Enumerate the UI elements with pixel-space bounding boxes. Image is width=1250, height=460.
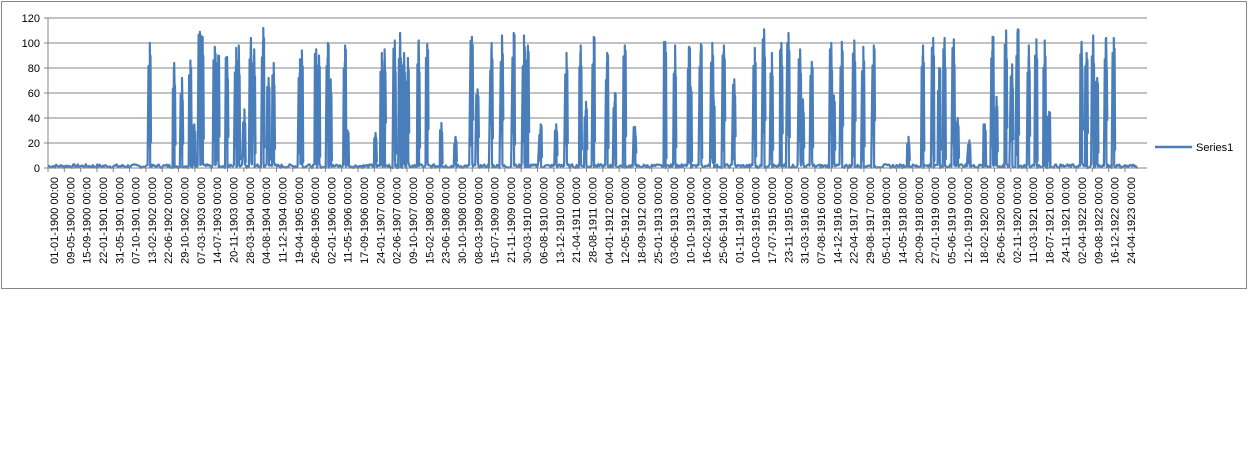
x-tick-label: 11-05-1906 00:00 (343, 177, 355, 263)
x-tick-label: 30-10-1908 00:00 (457, 177, 469, 264)
y-tick-label: 100 (22, 38, 40, 50)
x-tick-label: 05-01-1918 00:00 (881, 177, 893, 264)
x-tick-label: 22-06-1902 00:00 (163, 177, 175, 264)
x-tick-label: 17-09-1906 00:00 (359, 177, 371, 264)
x-tick-label: 17-07-1915 00:00 (767, 177, 779, 264)
x-axis-ticks: 01-01-1900 00:00 09-05-1900 00:00 15-09-19… (47, 168, 1138, 264)
x-tick-label: 11-03-1921 00:00 (1028, 177, 1040, 263)
legend: Series1 (1155, 142, 1233, 154)
y-axis-ticks: 0 20 40 60 80 100 120 (22, 13, 48, 175)
y-tick-label: 40 (28, 113, 40, 125)
x-tick-label: 06-08-1910 00:00 (539, 177, 551, 264)
x-tick-label: 19-04-1905 00:00 (294, 177, 306, 264)
series-lines (47, 26, 1138, 170)
x-tick-label: 26-08-1905 00:00 (310, 177, 322, 264)
series-line-Series1 (47, 26, 1138, 170)
x-tick-label: 08-03-1909 00:00 (473, 177, 485, 264)
gridlines (48, 17, 1147, 144)
x-tick-label: 07-10-1901 00:00 (131, 177, 143, 264)
x-tick-label: 12-10-1919 00:00 (963, 177, 975, 264)
x-tick-label: 02-04-1922 00:00 (1077, 177, 1089, 264)
x-tick-label: 18-02-1920 00:00 (979, 177, 991, 264)
x-tick-label: 05-06-1919 00:00 (947, 177, 959, 264)
x-tick-label: 13-12-1910 00:00 (555, 177, 567, 264)
line-chart: 0 20 40 60 80 100 120 01-01-1900 00:00 09-05-19… (22, 13, 1234, 264)
x-tick-label: 10-10-1913 00:00 (685, 177, 697, 264)
x-tick-label: 24-11-1921 00:00 (1061, 177, 1073, 263)
legend-label: Series1 (1196, 142, 1233, 154)
x-tick-label: 01-11-1914 00:00 (734, 177, 746, 263)
x-tick-label: 11-12-1904 00:00 (277, 177, 289, 263)
x-tick-label: 28-08-1911 00:00 (588, 177, 600, 263)
x-tick-label: 14-07-1903 00:00 (212, 177, 224, 264)
x-tick-label: 04-08-1904 00:00 (261, 177, 273, 264)
x-tick-label: 16-02-1914 00:00 (702, 177, 714, 264)
x-tick-label: 25-01-1913 00:00 (653, 177, 665, 264)
x-tick-label: 14-12-1916 00:00 (832, 177, 844, 264)
x-tick-label: 21-11-1909 00:00 (506, 177, 518, 263)
x-tick-label: 07-03-1903 00:00 (196, 177, 208, 264)
x-tick-label: 27-01-1919 00:00 (930, 177, 942, 264)
y-tick-label: 0 (34, 163, 40, 175)
x-tick-label: 23-11-1915 00:00 (783, 177, 795, 263)
x-tick-label: 29-10-1902 00:00 (180, 177, 192, 264)
x-tick-label: 09-05-1900 00:00 (65, 177, 77, 264)
y-tick-label: 60 (28, 88, 40, 100)
x-tick-label: 24-04-1923 00:00 (1126, 177, 1138, 264)
x-tick-label: 25-06-1914 00:00 (718, 177, 730, 264)
x-tick-label: 15-07-1909 00:00 (490, 177, 502, 264)
x-tick-label: 18-07-1921 00:00 (1044, 177, 1056, 264)
x-tick-label: 02-01-1906 00:00 (326, 177, 338, 264)
x-tick-label: 20-09-1918 00:00 (914, 177, 926, 264)
x-tick-label: 14-05-1918 00:00 (898, 177, 910, 264)
x-tick-label: 15-09-1900 00:00 (82, 177, 94, 264)
x-tick-label: 16-12-1922 00:00 (1110, 177, 1122, 264)
x-tick-label: 09-08-1922 00:00 (1093, 177, 1105, 264)
y-tick-label: 80 (28, 63, 40, 75)
x-tick-label: 21-04-1911 00:00 (571, 177, 583, 263)
y-tick-label: 120 (22, 13, 40, 25)
x-tick-label: 10-03-1915 00:00 (751, 177, 763, 264)
x-tick-label: 04-01-1912 00:00 (604, 177, 616, 264)
x-tick-label: 20-11-1903 00:00 (229, 177, 241, 263)
x-tick-label: 13-02-1902 00:00 (147, 177, 159, 264)
x-tick-label: 09-10-1907 00:00 (408, 177, 420, 264)
x-tick-label: 18-09-1912 00:00 (636, 177, 648, 264)
x-tick-label: 15-02-1908 00:00 (424, 177, 436, 264)
x-tick-label: 31-05-1901 00:00 (114, 177, 126, 264)
x-tick-label: 03-06-1913 00:00 (669, 177, 681, 264)
x-tick-label: 23-06-1908 00:00 (441, 177, 453, 264)
x-tick-label: 28-03-1904 00:00 (245, 177, 257, 264)
x-tick-label: 22-04-1917 00:00 (849, 177, 861, 264)
x-tick-label: 02-06-1907 00:00 (392, 177, 404, 264)
x-tick-label: 12-05-1912 00:00 (620, 177, 632, 264)
x-tick-label: 07-08-1916 00:00 (816, 177, 828, 264)
y-tick-label: 20 (28, 138, 40, 150)
x-tick-label: 26-06-1920 00:00 (995, 177, 1007, 264)
chart-area: 0 20 40 60 80 100 120 01-01-1900 00:00 09-05-19… (1, 1, 1247, 289)
x-tick-label: 02-11-1920 00:00 (1012, 177, 1024, 263)
x-tick-label: 24-01-1907 00:00 (375, 177, 387, 264)
x-tick-label: 01-01-1900 00:00 (49, 177, 61, 264)
x-tick-label: 31-03-1916 00:00 (800, 177, 812, 264)
x-tick-label: 29-08-1917 00:00 (865, 177, 877, 264)
x-tick-label: 22-01-1901 00:00 (98, 177, 110, 264)
x-tick-label: 30-03-1910 00:00 (522, 177, 534, 264)
